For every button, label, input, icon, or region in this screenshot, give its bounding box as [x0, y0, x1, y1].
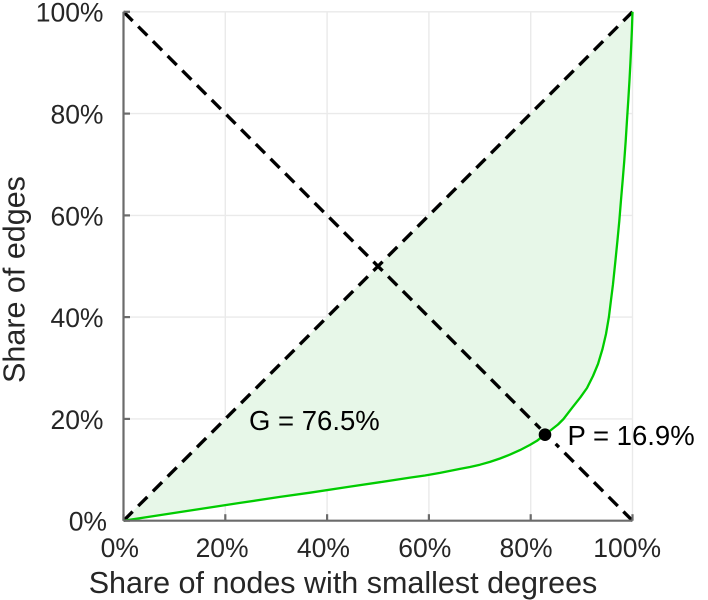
- svg-text:P = 16.9%: P = 16.9%: [568, 420, 695, 451]
- svg-text:Share of nodes with smallest d: Share of nodes with smallest degrees: [89, 566, 598, 600]
- svg-text:0%: 0%: [101, 533, 139, 563]
- svg-text:80%: 80%: [499, 533, 552, 563]
- svg-text:60%: 60%: [50, 201, 103, 231]
- svg-text:40%: 40%: [50, 303, 103, 333]
- svg-text:100%: 100%: [36, 0, 104, 28]
- svg-text:100%: 100%: [593, 533, 661, 563]
- svg-text:20%: 20%: [196, 533, 249, 563]
- svg-text:80%: 80%: [50, 100, 103, 130]
- svg-text:G = 76.5%: G = 76.5%: [249, 405, 380, 436]
- svg-text:40%: 40%: [297, 533, 350, 563]
- svg-text:60%: 60%: [398, 533, 451, 563]
- svg-text:20%: 20%: [50, 405, 103, 435]
- svg-text:0%: 0%: [69, 507, 107, 537]
- svg-text:Share of edges: Share of edges: [0, 176, 32, 383]
